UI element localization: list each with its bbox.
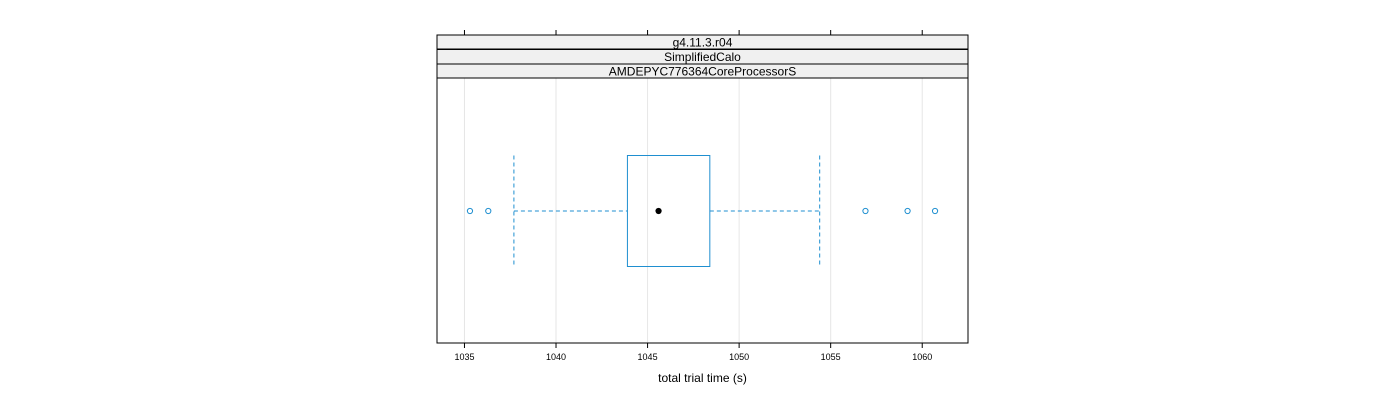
median-dot	[655, 207, 662, 215]
outlier-point	[485, 207, 492, 215]
outlier-point	[862, 207, 869, 215]
x-tick-label: 1060	[912, 352, 932, 362]
strip-label-3: AMDEPYC776364CoreProcessorS	[609, 65, 796, 79]
x-tick-label: 1040	[546, 352, 566, 362]
x-tick-label: 1050	[729, 352, 749, 362]
x-axis-title: total trial time (s)	[658, 371, 747, 385]
strip-3: AMDEPYC776364CoreProcessorS	[436, 63, 969, 79]
boxplot	[466, 155, 939, 267]
x-tick-label: 1045	[638, 352, 658, 362]
plot-frame	[436, 77, 969, 344]
strip-1: g4.11.3.r04	[436, 34, 969, 50]
x-tick-label: 1035	[454, 352, 474, 362]
iqr-box	[626, 155, 711, 267]
x-axis: 1035 1040 1045 1050 1055 1060	[454, 30, 932, 362]
grid-lines	[463, 78, 923, 343]
strip-label-1: g4.11.3.r04	[673, 36, 733, 50]
outlier-point	[931, 207, 939, 215]
x-tick-label: 1055	[821, 352, 841, 362]
outlier-point	[904, 207, 911, 215]
outlier-point	[466, 207, 474, 215]
strip-2: SimplifiedCalo	[436, 49, 969, 65]
strip-label-2: SimplifiedCalo	[664, 50, 741, 64]
